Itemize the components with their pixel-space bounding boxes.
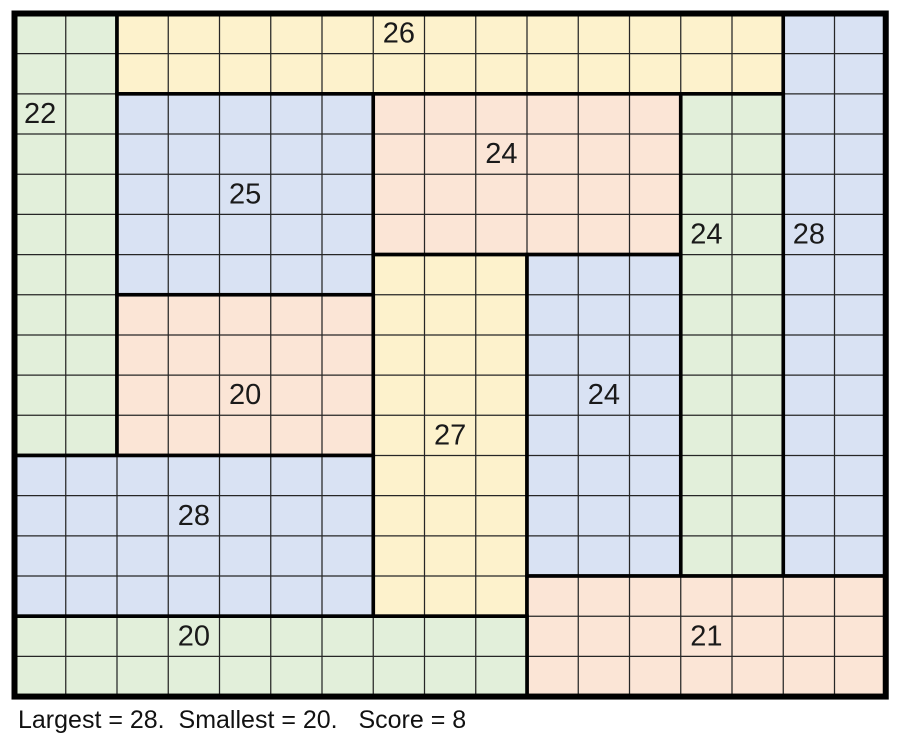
region-label-26: 26 <box>383 18 415 50</box>
region-label-24: 24 <box>588 379 620 411</box>
region-7-blue-24: 24 <box>525 252 683 578</box>
region-5-green-24: 24 <box>678 92 786 578</box>
region-9-blue-28: 28 <box>12 453 376 619</box>
region-label-28: 28 <box>793 218 825 250</box>
region-6-yellow-27: 27 <box>371 252 529 618</box>
region-label-24: 24 <box>485 138 517 170</box>
region-label-25: 25 <box>229 178 261 210</box>
region-3-blue-25: 25 <box>115 92 376 297</box>
region-8-peach-20: 20 <box>115 292 376 458</box>
region-label-28: 28 <box>178 500 210 532</box>
region-label-27: 27 <box>434 419 466 451</box>
region-label-20: 20 <box>178 620 210 652</box>
region-0-green-22: 22 <box>12 11 119 458</box>
region-2-blue-28: 28 <box>781 11 888 578</box>
region-label-20: 20 <box>229 379 261 411</box>
region-label-22: 22 <box>24 98 56 130</box>
region-11-green-20: 20 <box>12 614 529 699</box>
region-label-21: 21 <box>690 620 722 652</box>
region-label-24: 24 <box>690 218 722 250</box>
score-caption: Largest = 28. Smallest = 20. Score = 8 <box>18 706 467 734</box>
region-1-yellow-26: 26 <box>115 11 786 96</box>
grid-outer-border <box>11 10 889 700</box>
region-4-peach-24: 24 <box>371 92 683 257</box>
region-10-peach-21: 21 <box>525 574 888 699</box>
